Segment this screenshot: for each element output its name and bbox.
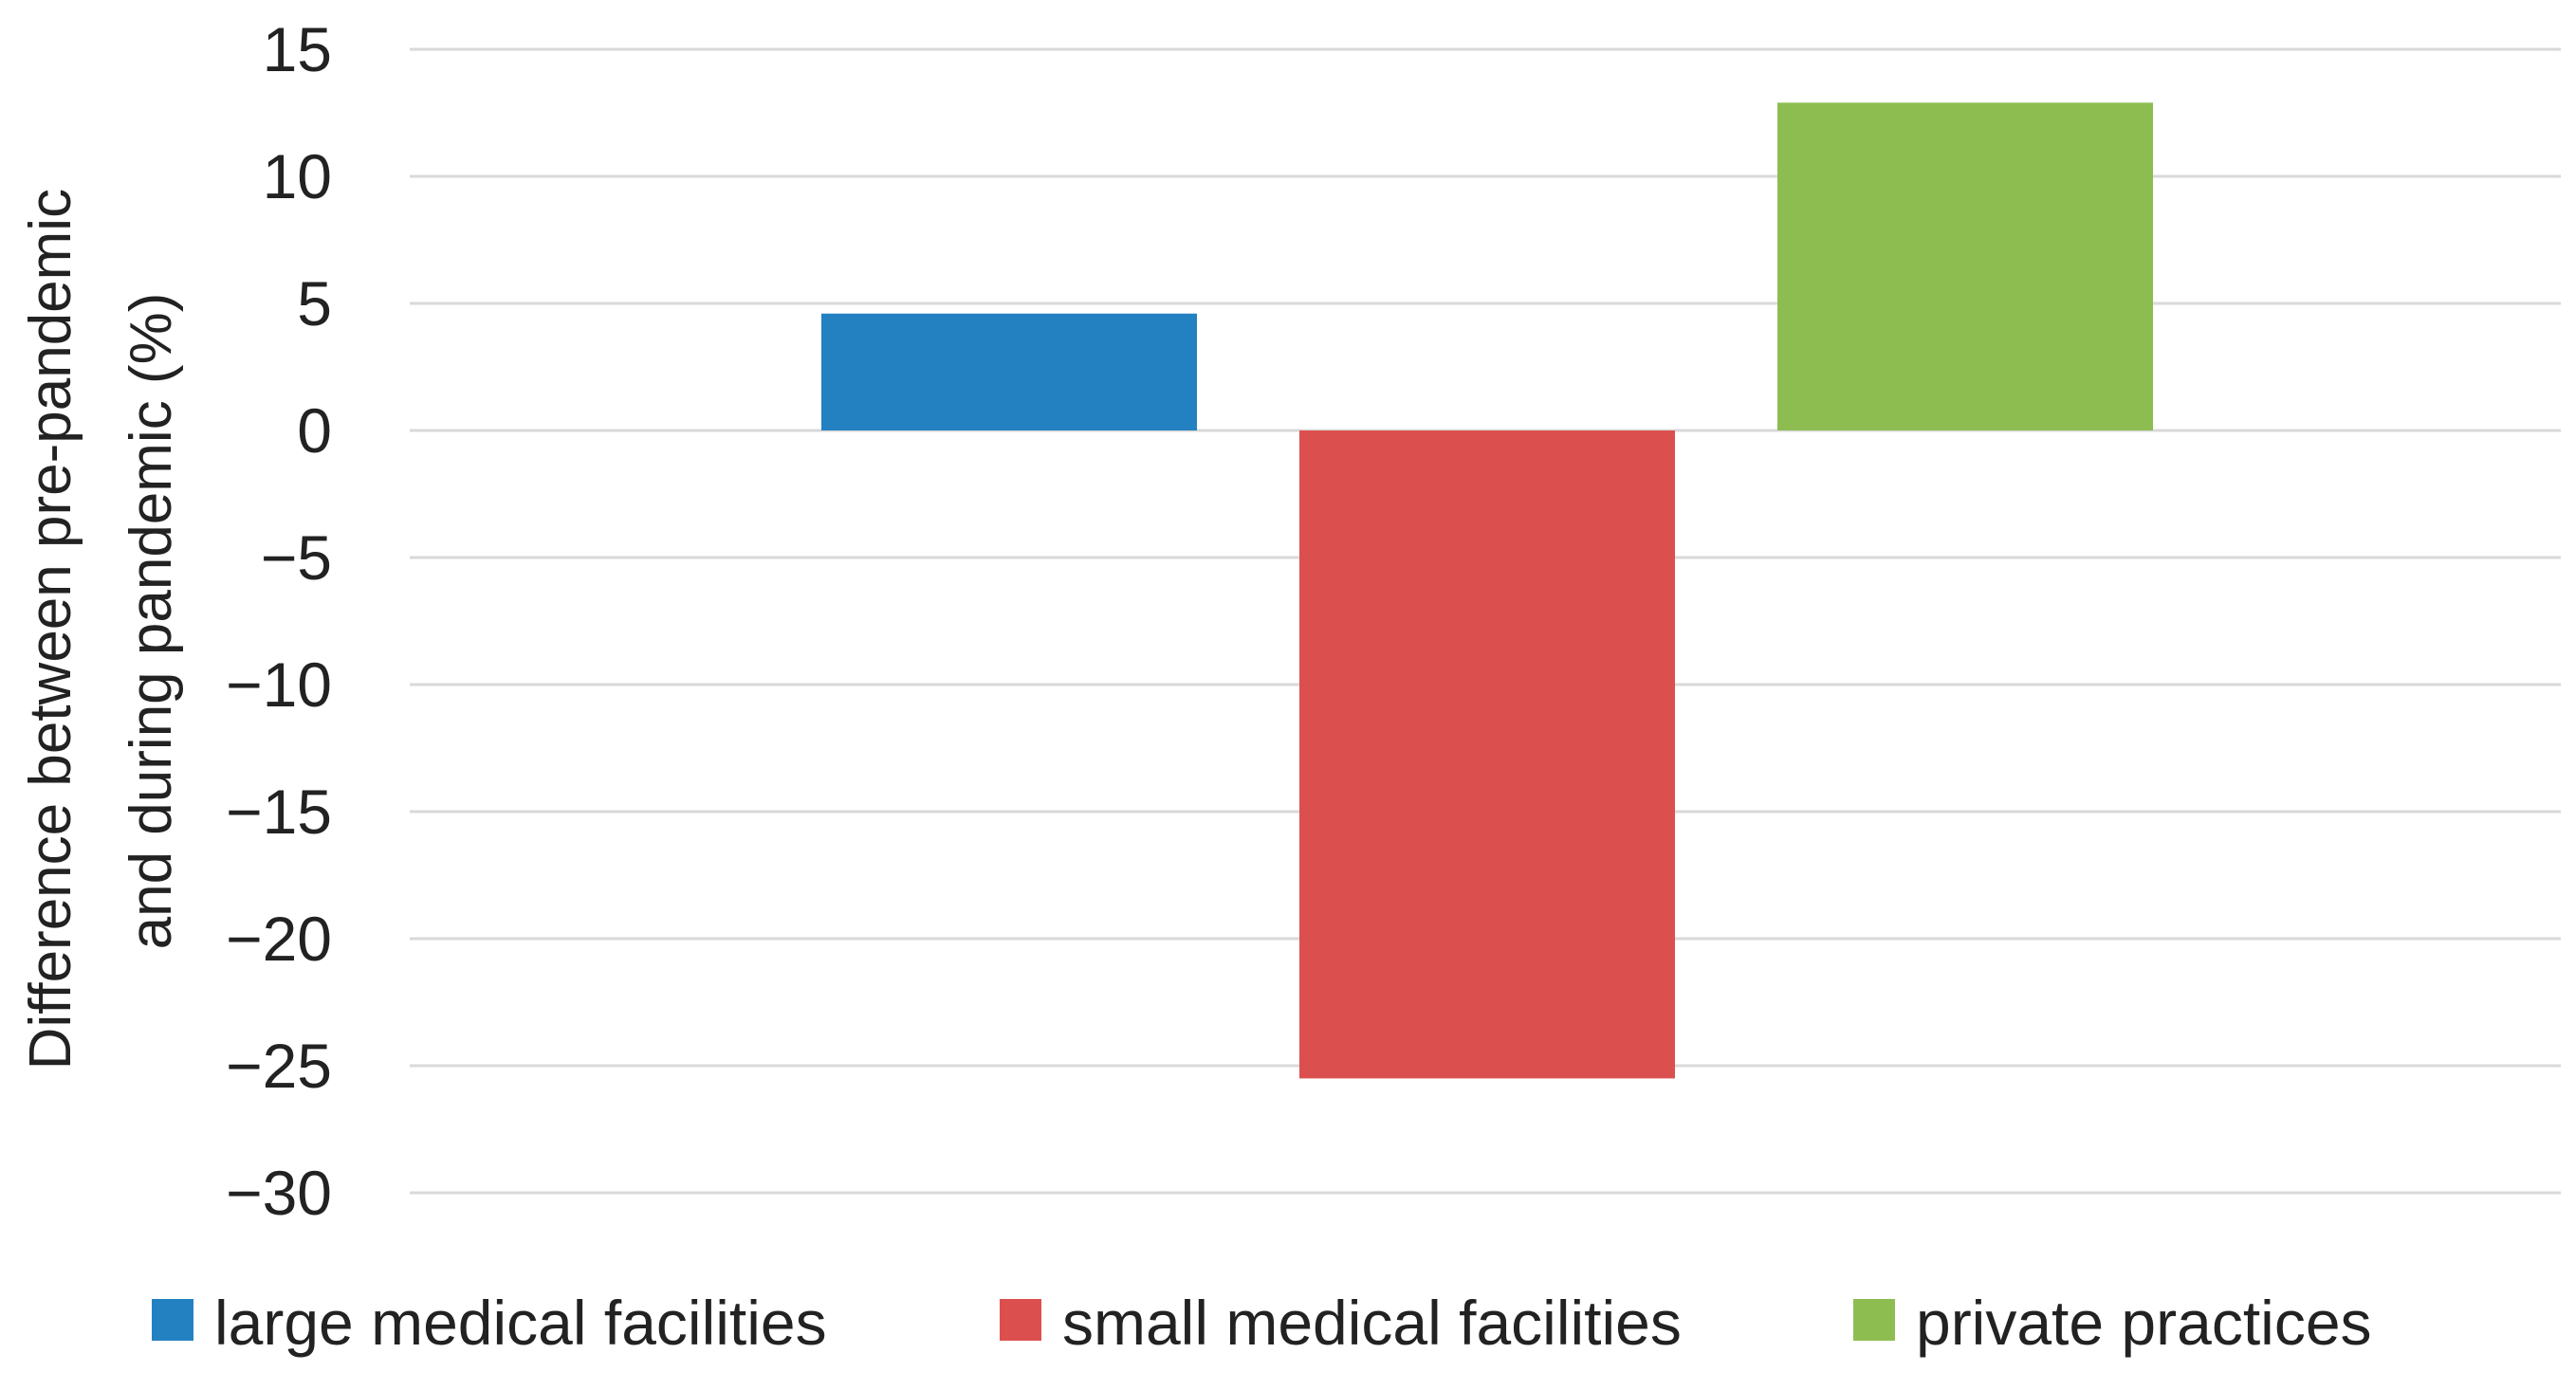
y-tick-label: −5 bbox=[261, 522, 332, 593]
y-tick-label: −20 bbox=[226, 904, 332, 974]
legend-swatch bbox=[1000, 1299, 1041, 1341]
y-tick-label: −30 bbox=[226, 1158, 332, 1228]
legend-label: private practices bbox=[1916, 1288, 2372, 1358]
bar-large-medical-facilities bbox=[821, 313, 1197, 430]
legend-swatch bbox=[1853, 1299, 1895, 1341]
legend-swatch bbox=[152, 1299, 193, 1341]
y-tick-label: −25 bbox=[226, 1031, 332, 1101]
y-tick-label: −10 bbox=[226, 649, 332, 720]
bar-small-medical-facilities bbox=[1299, 430, 1675, 1079]
y-axis-ticks: 15 10 5 0 −5 −10 −15 −20 −25 −30 bbox=[226, 14, 332, 1228]
legend-label: small medical facilities bbox=[1062, 1288, 1682, 1358]
y-axis-title: Difference between pre-pandemic and duri… bbox=[18, 173, 184, 1070]
y-tick-label: 10 bbox=[263, 141, 332, 211]
bar-private-practices bbox=[1777, 102, 2153, 430]
y-axis-title-line-2: and during pandemic (%) bbox=[119, 293, 184, 950]
y-tick-label: 15 bbox=[263, 14, 332, 84]
y-tick-label: 0 bbox=[297, 395, 332, 466]
legend: large medical facilities small medical fa… bbox=[152, 1288, 2372, 1358]
legend-label: large medical facilities bbox=[214, 1288, 827, 1358]
bars bbox=[821, 102, 2153, 1079]
y-tick-label: 5 bbox=[297, 268, 332, 338]
y-axis-title-line-1: Difference between pre-pandemic bbox=[18, 189, 83, 1070]
y-tick-label: −15 bbox=[226, 777, 332, 847]
